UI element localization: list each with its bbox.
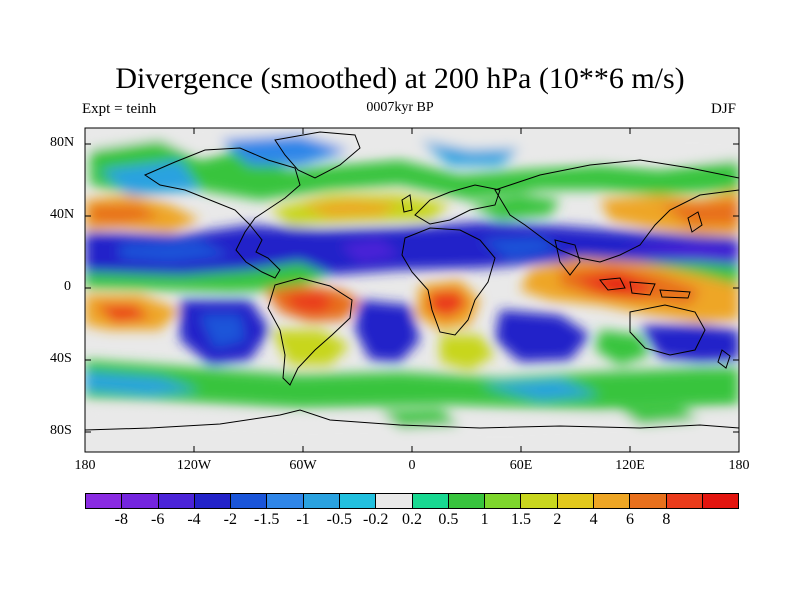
- colorbar-swatch: [485, 494, 522, 508]
- colorbar-label: 4: [589, 511, 598, 528]
- colorbar-swatch: [557, 494, 594, 508]
- colorbar-label: -6: [150, 511, 165, 528]
- colorbar-swatch: [630, 494, 667, 508]
- colorbar-swatch: [593, 494, 631, 508]
- colorbar-label: -1.5: [253, 511, 280, 528]
- experiment-label: Expt = teinh: [82, 101, 157, 117]
- divergence-field: [85, 128, 739, 452]
- lon-label-60w: 60W: [289, 458, 317, 473]
- colorbar-swatch: [267, 494, 304, 508]
- colorbar-swatch: [521, 494, 558, 508]
- lat-label-80n: 80N: [50, 135, 75, 150]
- lat-label-40n: 40N: [50, 207, 75, 222]
- lat-label-80s: 80S: [50, 423, 72, 438]
- coastlines: [85, 131, 739, 431]
- lon-label-0: 0: [408, 458, 416, 473]
- colorbar-label: -1: [296, 511, 310, 528]
- colorbar-label: -2: [223, 511, 237, 528]
- colorbar-label: 0.2: [402, 511, 422, 528]
- lon-label-180w: 180: [74, 458, 96, 473]
- colorbar-label: 1.5: [511, 511, 531, 528]
- colorbar-swatch: [86, 494, 123, 508]
- lon-label-120e: 120E: [615, 458, 645, 473]
- colorbar-label: 6: [626, 511, 634, 528]
- colorbar-label: 2: [553, 511, 562, 528]
- lon-label-120w: 120W: [176, 458, 212, 473]
- colorbar-label: -8: [114, 511, 128, 528]
- lon-label-180e: 180: [728, 458, 750, 473]
- colorbar-swatch: [412, 494, 449, 508]
- colorbar-swatch: [158, 494, 195, 508]
- lat-label-40s: 40S: [50, 351, 72, 366]
- season-label: DJF: [710, 101, 736, 117]
- colorbar: [85, 493, 739, 509]
- axis-ticks: [85, 128, 739, 452]
- colorbar-label: 0.5: [438, 511, 459, 528]
- colorbar-swatch: [194, 494, 232, 508]
- colorbar-swatch: [666, 494, 703, 508]
- colorbar-swatch: [231, 494, 268, 508]
- colorbar-label: -0.2: [362, 511, 389, 528]
- colorbar-label: -0.5: [326, 511, 352, 528]
- colorbar-swatch: [448, 494, 486, 508]
- colorbar-swatch: [376, 494, 413, 508]
- plot-title: Divergence (smoothed) at 200 hPa (10**6 …: [115, 62, 685, 95]
- colorbar-swatch: [303, 494, 340, 508]
- colorbar-swatch: [339, 494, 377, 508]
- colorbar-label: -4: [187, 511, 201, 528]
- colorbar-label: 8: [662, 511, 671, 528]
- lon-label-60e: 60E: [509, 458, 533, 473]
- lat-label-0: 0: [64, 279, 71, 294]
- colorbar-swatch: [122, 494, 159, 508]
- colorbar-swatch: [702, 494, 739, 508]
- colorbar-label: 1: [480, 511, 489, 528]
- period-label: 0007kyr BP: [366, 100, 434, 115]
